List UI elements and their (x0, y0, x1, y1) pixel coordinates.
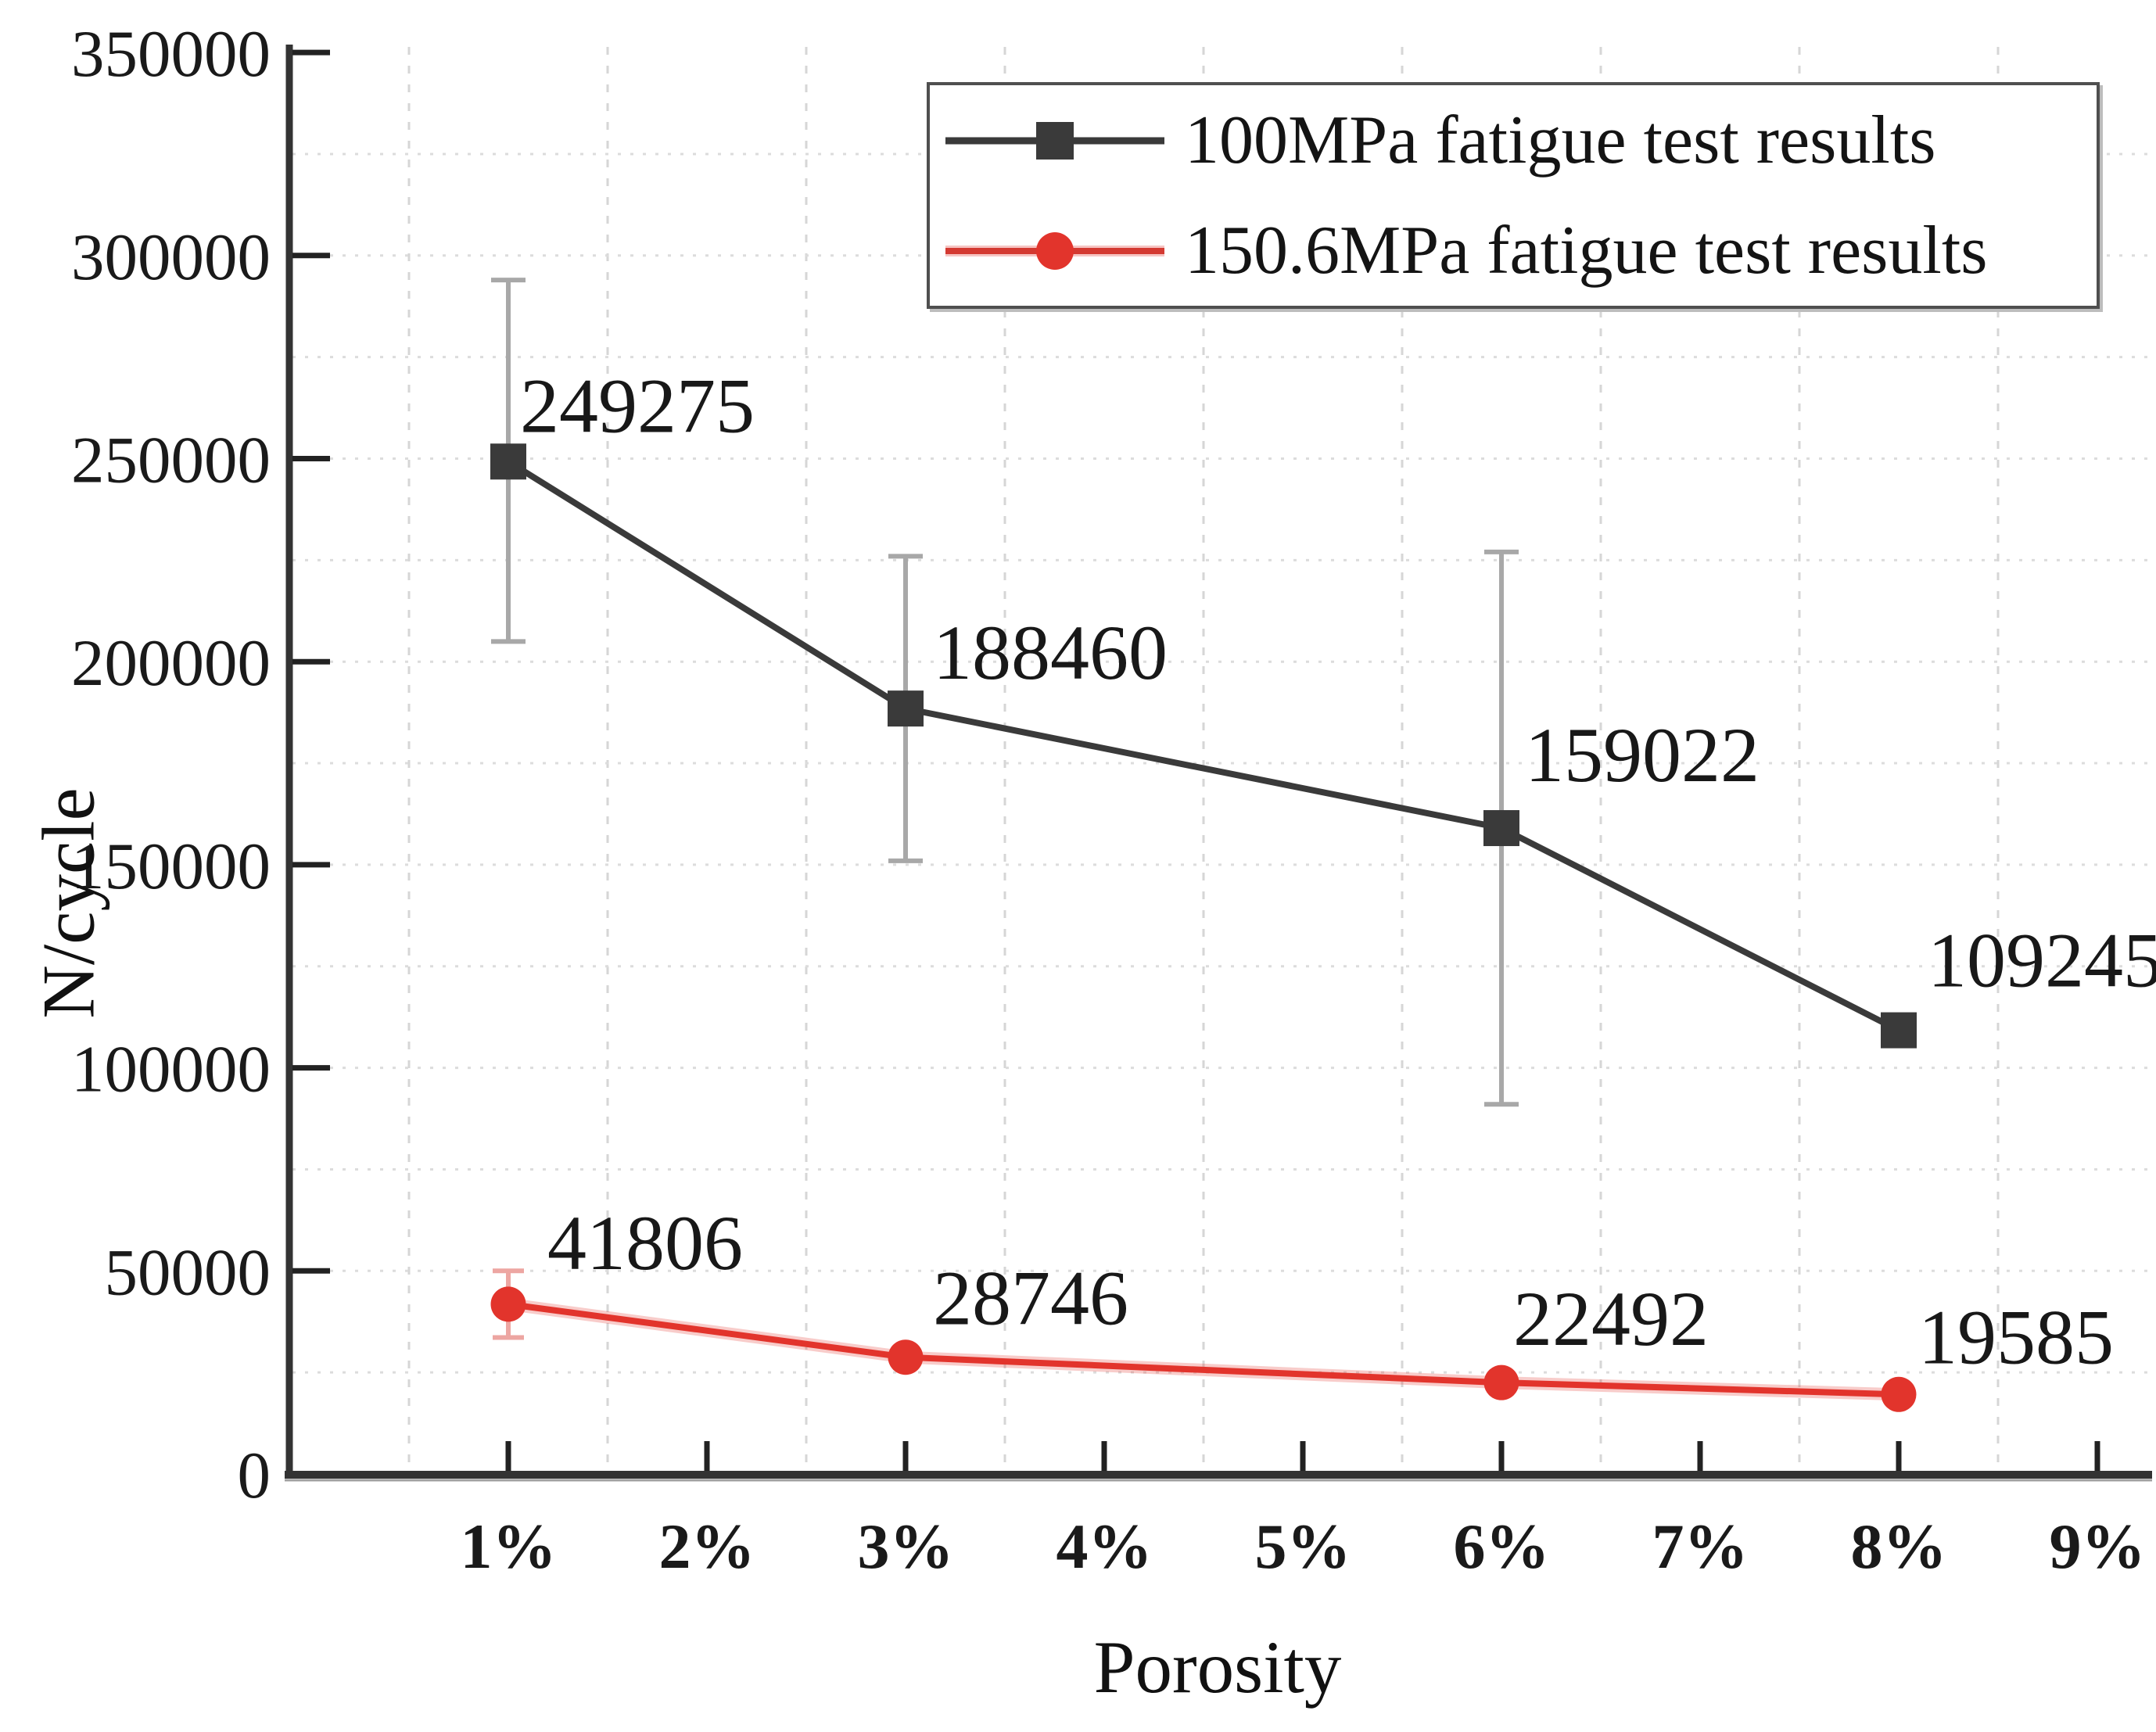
data-point-marker (490, 1286, 526, 1322)
x-tick-label: 6% (1454, 1511, 1550, 1582)
legend-sample-line-square-icon (945, 121, 1164, 160)
value-label: 159022 (1525, 712, 1760, 798)
y-tick-label: 100000 (71, 1033, 271, 1106)
data-point-marker (888, 1339, 924, 1375)
y-tick-label: 0 (238, 1439, 271, 1512)
y-tick-label: 300000 (71, 221, 271, 294)
value-label: 19585 (1918, 1293, 2114, 1380)
y-tick-label: 50000 (105, 1235, 271, 1309)
y-tick-label: 250000 (71, 424, 271, 497)
x-tick-label: 5% (1255, 1511, 1351, 1582)
series-line (506, 458, 1900, 1034)
x-tick-label: 4% (1056, 1511, 1153, 1582)
legend: 100MPa fatigue test results 150.6MPa fat… (927, 82, 2100, 309)
y-tick-label: 200000 (71, 626, 271, 700)
data-point-marker (888, 690, 924, 727)
value-label: 28746 (933, 1255, 1128, 1342)
legend-sample-line-circle-icon (945, 231, 1164, 270)
y-tick-label: 150000 (71, 830, 271, 903)
legend-entry-150mpa: 150.6MPa fatigue test results (930, 195, 2097, 306)
x-tick-label: 2% (659, 1511, 755, 1582)
series-line (508, 1300, 1900, 1398)
x-axis-title: Porosity (1093, 1626, 1342, 1709)
x-tick-label: 7% (1652, 1511, 1749, 1582)
x-tick-label: 9% (2050, 1511, 2146, 1582)
value-label: 109245 (1928, 917, 2156, 1004)
value-label: 41806 (547, 1199, 743, 1286)
x-tick-label: 1% (461, 1511, 557, 1582)
data-point-marker (1483, 810, 1519, 847)
y-axis-title: N/cycle (27, 787, 110, 1019)
data-point-marker (1881, 1012, 1917, 1049)
data-point-marker (1881, 1376, 1917, 1412)
data-point-marker (1483, 1364, 1519, 1400)
data-point-marker (490, 443, 526, 480)
y-tick-label: 350000 (71, 17, 271, 91)
x-tick-label: 8% (1851, 1511, 1947, 1582)
x-tick-label: 3% (858, 1511, 954, 1582)
legend-label-150mpa: 150.6MPa fatigue test results (1185, 212, 1988, 289)
value-label: 249275 (520, 362, 755, 449)
legend-label-100mpa: 100MPa fatigue test results (1185, 102, 1936, 178)
value-label: 188460 (933, 609, 1168, 696)
value-label: 22492 (1513, 1275, 1709, 1362)
legend-entry-100mpa: 100MPa fatigue test results (930, 85, 2097, 195)
